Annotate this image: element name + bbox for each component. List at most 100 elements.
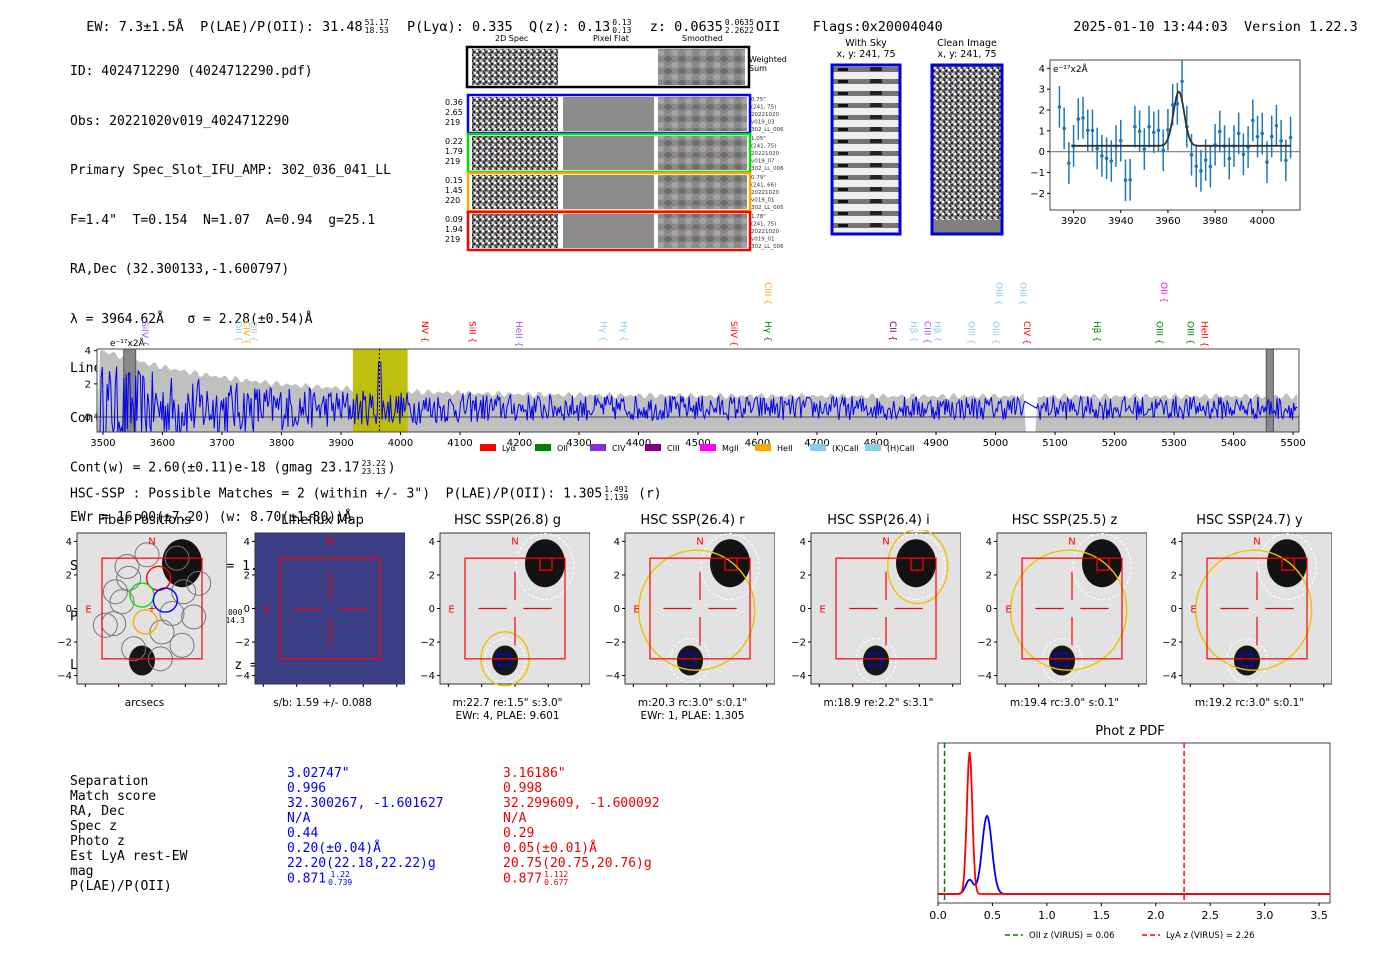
with-sky-image [830, 63, 902, 236]
line-fit-x-tick-label: 3980 [1202, 216, 1227, 227]
spectrum-line-marker: Hβ { [932, 321, 942, 342]
spectrum-line-marker: OIII { [1017, 282, 1027, 306]
hsc-bright-source [162, 539, 202, 588]
spectrum-legend-label: (K)CaII [832, 444, 859, 453]
line-fit-point [1251, 118, 1255, 123]
line-fit-point [1255, 134, 1260, 139]
line-fit-chart: −2 −1 0 1 2 3 4 3920 3940 3960 3980 4000 e⁻¹⁷x2Å [1030, 59, 1301, 227]
spectrum-legend-label: (H)CaII [887, 444, 914, 453]
spectrum-line-marker: CIV { [240, 321, 250, 345]
info-primary: Primary Spec_Slot_IFU_AMP: 302_036_041_L… [70, 163, 391, 178]
with-sky-header: With Sky x, y: 241, 75 [830, 38, 902, 60]
line-fit-point [1241, 152, 1246, 157]
match-blue-value: N/A [287, 811, 311, 826]
match-labels: Separation Match score RA, Dec Spec z Photo … [70, 774, 187, 894]
full-spectrum-chart: 0 2 4 3500 3600 3700 3800 3900 4000 4100 4200 4300 4… [85, 282, 1306, 453]
hsc-match-marker-blue [868, 653, 882, 667]
photz-x-tick-label: 3.0 [1256, 909, 1274, 922]
info-ewr: EWr = 16.00(±7.20) (w: 8.70(±1.80))Å [70, 509, 352, 525]
hsc-north-label: N [696, 537, 703, 548]
match-blue-value: 0.44 [287, 826, 319, 841]
line-fit-point [1203, 158, 1208, 162]
hsc-search-box [835, 557, 937, 660]
hsc-y-tick-label: 2 [1171, 570, 1177, 581]
hsc-y-tick-label: 4 [1171, 537, 1177, 548]
hsc-search-box [649, 557, 751, 660]
fiber-circle [171, 579, 197, 605]
hsc-panel-caption: m:22.7 re:1.5" s:3.0" [452, 697, 563, 709]
spec2d-row-left-value: 0.09 [445, 215, 463, 224]
spectrum-line-marker: HeII { [1198, 321, 1208, 347]
match-label: Photo z [70, 834, 125, 849]
hsc-panel-title: HSC SSP(25.5) z [1011, 513, 1118, 528]
line-fit-point [1133, 124, 1137, 129]
match-blue-plae-range: 1.22 0.739 [328, 870, 353, 887]
header-plae-hi: 51.17 [364, 18, 389, 27]
photz-x-tick-label: 1.5 [1093, 909, 1111, 922]
hsc-y-tick-label: 2 [429, 570, 435, 581]
fiber-circle [121, 636, 147, 662]
spec2d-row-right-value: 302_LL_006 [751, 127, 784, 133]
photz-title: Phot z PDF [1095, 724, 1165, 739]
hsc-panel-title: HSC SSP(26.8) g [453, 513, 562, 528]
spectrum-y-tick-label: 4 [85, 346, 91, 357]
spec2d-row-left-value: 0.22 [445, 137, 463, 146]
hsc-north-label: N [511, 537, 518, 548]
fiber-circle [92, 612, 118, 638]
fiber-circle [169, 632, 195, 658]
match-label: Separation [70, 774, 149, 789]
hsc-search-box [101, 557, 203, 660]
spectrum-line-marker: OIII { [1185, 321, 1195, 345]
header-plya: P(Lyα): 0.335 [407, 19, 513, 35]
hsc-y-tick-label: −4 [1162, 671, 1177, 682]
line-fit-point [1095, 146, 1099, 151]
spectrum-x-tick-label: 5500 [1280, 438, 1305, 449]
hsc-panel-caption: arcsecs [124, 697, 165, 709]
photz-x-tick-label: 1.0 [1038, 909, 1056, 922]
match-red-value: 3.16186" [503, 766, 566, 781]
spec2d-row-right-value: 0.79" [751, 175, 766, 181]
spec2d-row-2dspec [472, 175, 558, 209]
match-blue-value: 0.20(±0.04)Å [287, 841, 381, 856]
line-fit-point [1170, 102, 1175, 107]
spectrum-x-tick-label: 4200 [507, 438, 532, 449]
hsc-plae-lo: 1.139 [604, 493, 629, 502]
header-qz-lo: 0.13 [612, 26, 632, 35]
hsc-match-marker-blue [1054, 653, 1068, 667]
hsc-faint-source [129, 645, 155, 676]
hsc-search-box [1206, 557, 1308, 660]
spectrum-flux-line [99, 361, 1298, 434]
photz-pdf-chart: 0.0 0.5 1.0 1.5 2.0 2.5 3.0 3.5 OII z (VIRUS) = … [929, 742, 1331, 941]
line-fit-y-tick-label: 2 [1039, 106, 1045, 117]
photz-x-tick-label: 3.5 [1310, 909, 1328, 922]
spectrum-line-marker: OIII { [993, 282, 1003, 306]
hsc-photometry-aperture [637, 549, 756, 671]
hsc-bright-source [525, 539, 565, 588]
hsc-east-label: E [819, 605, 825, 616]
line-fit-x-tick-label: 3940 [1108, 216, 1133, 227]
line-fit-point [1284, 158, 1288, 163]
spec2d-row-pixelflat [563, 136, 654, 170]
line-fit-gaussian [1071, 90, 1291, 147]
photz-legend-label: LyA z (VIRUS) = 2.26 [1166, 931, 1255, 941]
spec2d-row-right-value: (241, 75) [751, 105, 776, 111]
hsc-north-label: N [148, 537, 155, 548]
line-fit-point [1100, 154, 1104, 158]
line-fit-point [1194, 164, 1199, 169]
hsc-title: HSC-SSP : Possible Matches = 2 (within +… [70, 486, 603, 502]
photz-x-tick-label: 2.5 [1201, 909, 1219, 922]
spec2d-row-right-value: (241, 66) [751, 183, 776, 189]
spec2d-row-right-value: (241, 75) [751, 222, 776, 228]
hsc-y-tick-label: −4 [235, 671, 250, 682]
spectrum-y-tick-label: 2 [85, 379, 91, 390]
match-blue-value: 22.20(22.18,22.22)g [287, 856, 436, 871]
spectrum-line-marker: Hγ { [597, 321, 607, 342]
hsc-east-label: E [263, 605, 269, 616]
spectrum-line-marker: CII { [887, 321, 897, 341]
line-fit-point [1189, 152, 1194, 157]
line-fit-point [1062, 126, 1066, 131]
line-fit-ylabel: e⁻¹⁷x2Å [1053, 63, 1089, 75]
line-fit-point [1085, 128, 1090, 133]
